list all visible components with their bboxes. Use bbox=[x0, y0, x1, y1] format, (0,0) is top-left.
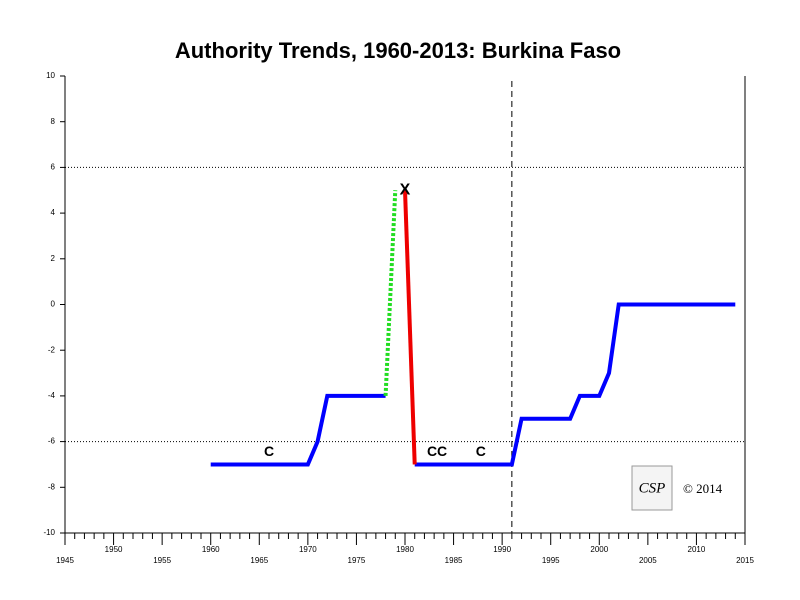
annotation: X bbox=[400, 181, 411, 198]
line bbox=[414, 302, 736, 467]
x-tick-label: 2015 bbox=[736, 556, 754, 565]
y-tick-label: 10 bbox=[46, 71, 55, 80]
x-tick-label: 1975 bbox=[348, 556, 366, 565]
x-tick-label: 1970 bbox=[299, 545, 317, 554]
logo-text: CSP bbox=[639, 480, 666, 496]
chart-title: Authority Trends, 1960-2013: Burkina Fas… bbox=[175, 38, 621, 63]
y-tick-label: -4 bbox=[48, 391, 56, 400]
line bbox=[210, 393, 386, 467]
x-tick-label: 1965 bbox=[250, 556, 268, 565]
x-tick-label: 1995 bbox=[542, 556, 560, 565]
x-tick-label: 2005 bbox=[639, 556, 657, 565]
y-tick-label: 0 bbox=[51, 300, 56, 309]
x-tick-label: 1950 bbox=[105, 545, 123, 554]
y-tick-label: -6 bbox=[48, 437, 56, 446]
y-tick-label: -8 bbox=[48, 482, 56, 491]
line bbox=[383, 190, 398, 396]
line bbox=[403, 190, 417, 465]
x-tick-label: 1990 bbox=[493, 545, 511, 554]
logo: CSP bbox=[631, 465, 673, 511]
y-tick-label: 8 bbox=[51, 117, 56, 126]
y-tick-label: 4 bbox=[51, 208, 56, 217]
copyright: © 2014 bbox=[683, 481, 723, 496]
y-tick-label: 2 bbox=[51, 254, 56, 263]
x-tick-label: 2010 bbox=[688, 545, 706, 554]
y-tick-label: 6 bbox=[51, 163, 56, 172]
x-tick-label: 1945 bbox=[56, 556, 74, 565]
x-tick-label: 1985 bbox=[445, 556, 463, 565]
y-tick-label: -2 bbox=[48, 345, 56, 354]
x-tick-label: 1960 bbox=[202, 545, 220, 554]
x-tick-label: 2000 bbox=[590, 545, 608, 554]
x-tick-label: 1980 bbox=[396, 545, 414, 554]
logo-box bbox=[631, 465, 673, 511]
annotation: C bbox=[264, 443, 274, 459]
y-tick-label: -10 bbox=[43, 528, 55, 537]
annotation: C bbox=[476, 443, 486, 459]
x-tick-label: 1955 bbox=[153, 556, 171, 565]
annotation: CC bbox=[427, 443, 447, 459]
